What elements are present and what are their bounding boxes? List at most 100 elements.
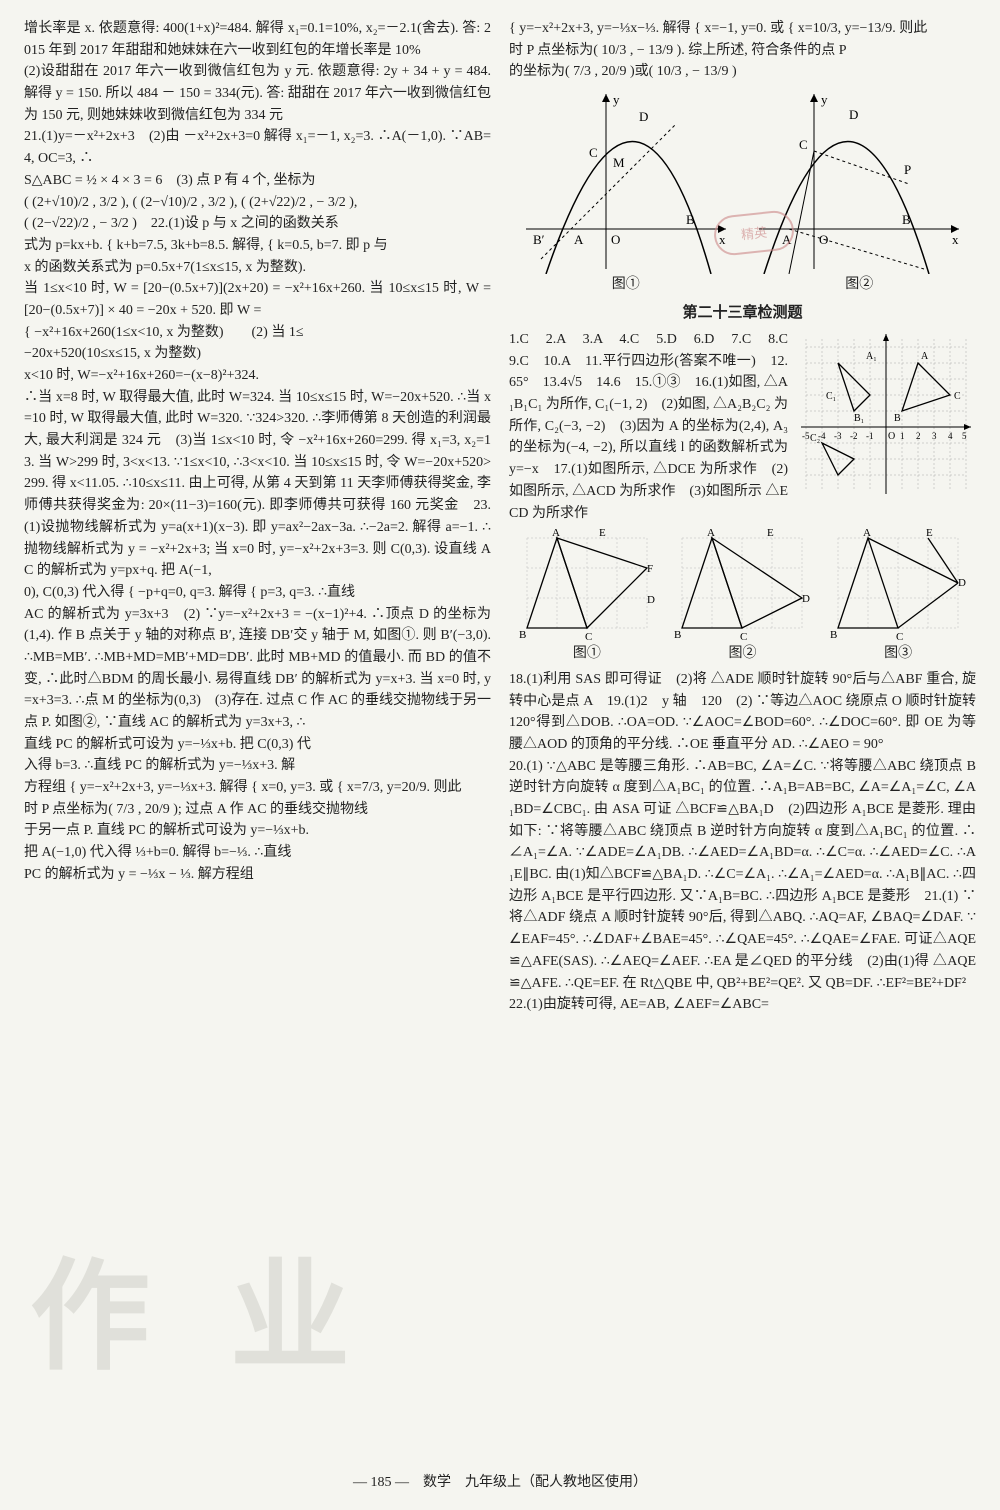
tri-fig-1: A E F D B C 图① [517, 528, 657, 665]
triangle-figures-row: A E F D B C 图① A E D [509, 528, 976, 665]
text-block: AC 的解析式为 y=3x+3 (2) ∵y=−x²+2x+3 = −(x−1)… [24, 604, 491, 734]
text-block: 18.(1)利用 SAS 即可得证 (2)将 △ADE 顺时针旋转 90°后与△… [509, 669, 976, 756]
ch23-answers: 1.C 2.A 3.A 4.C 5.D 6.D 7.C 8.C 9.C 10.A… [509, 329, 788, 524]
tri-svg-3: A E D B C [828, 528, 968, 643]
svg-text:A₁: A₁ [866, 351, 877, 362]
text-block: 当 1≤x<10 时, W = [20−(0.5x+7)](2x+20) = −… [24, 278, 491, 321]
text-block: 20.(1) ∵△ABC 是等腰三角形. ∴AB=BC, ∠A=∠C. ∵将等腰… [509, 756, 976, 995]
coord-grid-container: A C B A₁ C₁ B₁ C₂ O 12 345 -5-4 -3-2-1 [796, 329, 976, 524]
svg-text:y: y [821, 92, 828, 107]
text-block: (2)设甜甜在 2017 年六一收到微信红包为 y 元. 依题意得: 2y + … [24, 61, 491, 126]
svg-text:y: y [613, 92, 620, 107]
text-block: ( (2−√22)/2 , − 3/2 ) 22.(1)设 p 与 x 之间的函… [24, 213, 491, 235]
svg-text:D: D [958, 577, 966, 589]
parabola-graph-row: y D C M A O B x B′ 图① [509, 89, 976, 296]
svg-text:D: D [802, 593, 810, 605]
svg-text:C: C [740, 631, 747, 643]
chapter-23-title: 第二十三章检测题 [509, 302, 976, 325]
svg-text:C₁: C₁ [826, 391, 836, 402]
svg-text:C: C [954, 391, 961, 402]
svg-text:A: A [921, 351, 929, 362]
text-block: 时 P 点坐标为( 7/3 , 20/9 ); 过点 A 作 AC 的垂线交抛物… [24, 799, 491, 821]
svg-text:B: B [894, 413, 901, 424]
svg-text:B: B [519, 629, 526, 641]
bg-watermark-1: 作 [30, 1224, 150, 1410]
text-block: 把 A(−1,0) 代入得 ⅓+b=0. 解得 b=−⅓. ∴直线 [24, 842, 491, 864]
svg-text:D: D [647, 594, 655, 606]
svg-text:D: D [849, 107, 858, 122]
svg-text:E: E [926, 528, 933, 539]
text-block: 22.(1)由旋转可得, AE=AB, ∠AEF=∠ABC= [509, 994, 976, 1016]
text-block: PC 的解析式为 y = −⅓x − ⅓. 解方程组 [24, 864, 491, 886]
tri-label-1: 图① [517, 643, 657, 665]
svg-text:C: C [589, 145, 598, 160]
text-block: −20x+520(10≤x≤15, x 为整数) [24, 343, 491, 365]
svg-text:B′: B′ [533, 232, 545, 247]
svg-text:A: A [782, 232, 792, 247]
svg-text:1: 1 [900, 431, 905, 441]
bg-watermark-2: 业 [230, 1224, 350, 1410]
svg-text:B: B [686, 212, 695, 227]
graph-1-container: y D C M A O B x B′ 图① [521, 89, 731, 296]
text-block: 21.(1)y=－x²+2x+3 (2)由 －x²+2x+3=0 解得 x₁=－… [24, 126, 491, 169]
text-block: 时 P 点坐标为( 10/3 , − 13/9 ). 综上所述, 符合条件的点 … [509, 40, 976, 62]
text-block: ( (2+√10)/2 , 3/2 ), ( (2−√10)/2 , 3/2 )… [24, 192, 491, 214]
text-block: 方程组 { y=−x²+2x+3, y=−⅓x+3. 解得 { x=0, y=3… [24, 777, 491, 799]
svg-text:C: C [896, 631, 903, 643]
svg-text:C: C [799, 137, 808, 152]
svg-text:5: 5 [962, 431, 967, 441]
tri-label-3: 图③ [828, 643, 968, 665]
svg-text:F: F [647, 563, 653, 575]
text-block: 入得 b=3. ∴直线 PC 的解析式为 y=−⅓x+3. 解 [24, 755, 491, 777]
svg-text:O: O [819, 232, 828, 247]
svg-text:-3: -3 [834, 431, 842, 441]
text-block: { −x²+16x+260(1≤x<10, x 为整数) (2) 当 1≤ [24, 322, 491, 344]
svg-text:O: O [611, 232, 620, 247]
tri-svg-1: A E F D B C [517, 528, 657, 643]
graph-2-container: y D C P A O B x 图② [754, 89, 964, 296]
svg-text:M: M [613, 155, 625, 170]
svg-text:A: A [863, 528, 871, 539]
text-block: 直线 PC 的解析式可设为 y=−⅓x+b. 把 C(0,3) 代 [24, 734, 491, 756]
text-block: ∴当 x=8 时, W 取得最大值, 此时 W=324. 当 10≤x≤15 时… [24, 387, 491, 582]
svg-text:A: A [552, 528, 560, 539]
left-column: 增长率是 x. 依题意得: 400(1+x)²=484. 解得 x₁=0.1=1… [24, 18, 491, 1016]
svg-text:B: B [902, 212, 911, 227]
parabola-graph-2: y D C P A O B x [754, 89, 964, 274]
svg-text:B₁: B₁ [854, 413, 864, 424]
text-block: x 的函数关系式为 p=0.5x+7(1≤x≤15, x 为整数). [24, 257, 491, 279]
svg-text:E: E [599, 528, 606, 539]
text-block: 0), C(0,3) 代入得 { −p+q=0, q=3. 解得 { p=3, … [24, 582, 491, 604]
svg-text:D: D [639, 109, 648, 124]
right-column: { y=−x²+2x+3, y=−⅓x−⅓. 解得 { x=−1, y=0. 或… [509, 18, 976, 1016]
parabola-graph-1: y D C M A O B x B′ [521, 89, 731, 274]
svg-text:B: B [674, 629, 681, 641]
svg-text:P: P [904, 162, 911, 177]
svg-text:O: O [888, 431, 895, 442]
text-block: 增长率是 x. 依题意得: 400(1+x)²=484. 解得 x₁=0.1=1… [24, 18, 491, 61]
graph-2-label: 图② [754, 274, 964, 296]
svg-text:B: B [830, 629, 837, 641]
tri-svg-2: A E D B C [672, 528, 812, 643]
svg-text:-4: -4 [818, 431, 826, 441]
svg-text:C: C [585, 631, 592, 643]
text-block: { y=−x²+2x+3, y=−⅓x−⅓. 解得 { x=−1, y=0. 或… [509, 18, 976, 40]
svg-text:x: x [952, 232, 959, 247]
svg-text:A: A [707, 528, 715, 539]
svg-text:E: E [767, 528, 774, 539]
svg-text:2: 2 [916, 431, 921, 441]
text-block: 式为 p=kx+b. { k+b=7.5, 3k+b=8.5. 解得, { k=… [24, 235, 491, 257]
text-block: 的坐标为( 7/3 , 20/9 )或( 10/3 , − 13/9 ) [509, 61, 976, 83]
tri-label-2: 图② [672, 643, 812, 665]
coordinate-grid: A C B A₁ C₁ B₁ C₂ O 12 345 -5-4 -3-2-1 [796, 329, 976, 499]
graph-1-label: 图① [521, 274, 731, 296]
page-footer: — 185 — 数学 九年级上（配人教地区使用） [0, 1472, 1000, 1494]
text-block: x<10 时, W=−x²+16x+260=−(x−8)²+324. [24, 365, 491, 387]
tri-fig-2: A E D B C 图② [672, 528, 812, 665]
svg-text:-5: -5 [802, 431, 810, 441]
svg-text:-1: -1 [866, 431, 874, 441]
svg-text:4: 4 [948, 431, 953, 441]
text-block: S△ABC = ½ × 4 × 3 = 6 (3) 点 P 有 4 个, 坐标为 [24, 170, 491, 192]
tri-fig-3: A E D B C 图③ [828, 528, 968, 665]
svg-text:-2: -2 [850, 431, 858, 441]
